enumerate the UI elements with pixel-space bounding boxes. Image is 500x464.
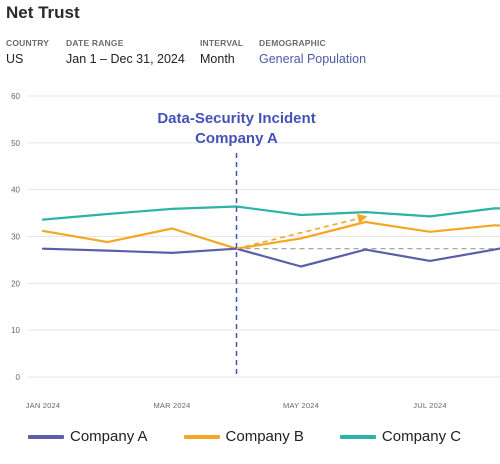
y-tick-label: 0 — [16, 373, 21, 382]
y-tick-label: 10 — [11, 326, 20, 335]
incident-annotation-line-2: Company A — [195, 130, 278, 147]
y-tick-label: 20 — [11, 279, 20, 288]
filter-date-range-label: DATE RANGE — [66, 38, 124, 48]
filter-interval[interactable]: INTERVAL Month — [200, 38, 245, 66]
x-tick-label: MAR 2024 — [153, 401, 190, 410]
line-chart: 0 10 20 30 40 50 60 JAN 2024 MAR 2024 MAY 2024 JUL… — [11, 92, 500, 410]
filter-interval-value: Month — [200, 52, 235, 66]
filter-date-range-value: Jan 1 – Dec 31, 2024 — [66, 52, 185, 66]
filter-demographic-value: General Population — [259, 52, 367, 66]
y-tick-label: 50 — [11, 139, 20, 148]
legend-item-company-a[interactable]: Company A — [28, 428, 148, 445]
chart-legend: Company A Company B Company C — [28, 428, 500, 445]
x-tick-label: JAN 2024 — [26, 401, 61, 410]
series-line-company-b — [41, 220, 500, 250]
y-tick-label: 30 — [11, 233, 20, 242]
legend-item-company-c[interactable]: Company C — [339, 428, 462, 445]
series-line-company-a — [41, 247, 500, 268]
filter-date-range[interactable]: DATE RANGE Jan 1 – Dec 31, 2024 — [66, 38, 186, 66]
legend-swatch-company-b — [183, 434, 220, 439]
x-tick-label: MAY 2024 — [283, 401, 319, 410]
filter-demographic-label: DEMOGRAPHIC — [259, 38, 326, 48]
filter-interval-label: INTERVAL — [200, 38, 244, 48]
legend-label-company-a: Company A — [70, 428, 148, 445]
legend-label-company-b: Company B — [225, 428, 304, 445]
page-title: Net Trust — [6, 3, 80, 22]
filter-bar: COUNTRY US DATE RANGE Jan 1 – Dec 31, 20… — [6, 38, 380, 66]
legend-item-company-b[interactable]: Company B — [183, 428, 304, 445]
legend-swatch-company-c — [339, 434, 376, 439]
incident-annotation-line-1: Data-Security Incident — [157, 110, 315, 127]
y-tick-label: 40 — [11, 186, 20, 195]
legend-swatch-company-a — [28, 434, 64, 439]
filter-demographic[interactable]: DEMOGRAPHIC General Population — [259, 38, 366, 66]
x-tick-label: JUL 2024 — [413, 401, 446, 410]
series-line-company-c — [41, 205, 500, 221]
trend-arrow — [236, 214, 368, 250]
filter-country-value: US — [6, 52, 24, 66]
y-tick-label: 60 — [11, 92, 20, 101]
filter-country[interactable]: COUNTRY US — [6, 38, 52, 66]
legend-label-company-c: Company C — [381, 428, 462, 445]
filter-country-label: COUNTRY — [6, 38, 50, 48]
